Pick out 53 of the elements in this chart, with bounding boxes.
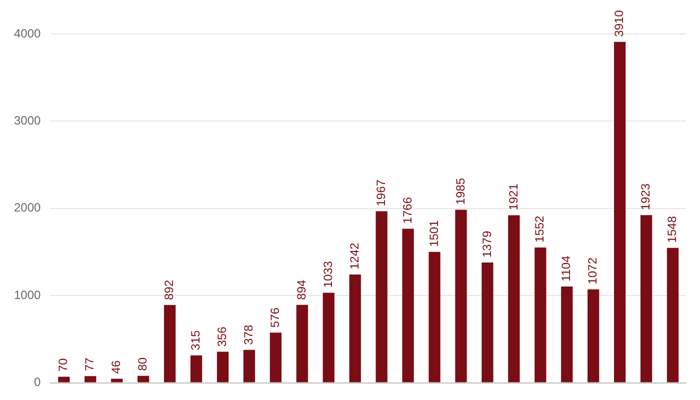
data-label: 576 [268,307,282,328]
bar [84,376,96,382]
bar [482,262,494,382]
bar [216,352,229,382]
data-label: 1923 [638,183,653,210]
bar [164,305,176,382]
bar [296,304,308,382]
y-tick-label: 1000 [14,288,42,302]
bar [402,228,414,382]
data-label: 1104 [559,255,574,282]
data-label: 70 [56,358,70,372]
y-tick-label: 2000 [14,200,42,215]
data-label: 77 [82,357,97,372]
bar [428,252,440,382]
bar [138,376,150,382]
bar [270,332,282,382]
data-label: 1501 [426,220,441,247]
bar [349,274,361,382]
data-label: 1548 [665,216,680,243]
data-label: 3910 [612,10,626,37]
bar [376,211,388,382]
bar [455,210,467,382]
bar [243,350,256,382]
bar [561,286,573,382]
data-label: 892 [162,280,176,300]
data-label: 1921 [506,183,520,210]
data-label: 1033 [320,260,335,288]
data-label: 1242 [347,242,362,270]
data-label: 315 [188,330,203,350]
data-label: 1552 [532,215,547,242]
data-label: 46 [109,360,124,374]
data-label: 1072 [586,257,600,284]
bar [322,292,334,382]
y-tick-label: 4000 [14,26,42,40]
data-label: 1985 [453,178,468,205]
data-label: 356 [215,326,230,347]
bar [640,215,652,382]
data-label: 378 [242,324,256,345]
bar [190,355,202,382]
data-label: 80 [136,357,150,371]
data-label: 1379 [480,230,494,258]
bar [111,378,123,382]
bar [508,215,520,382]
bar [534,247,546,382]
y-tick-label: 0 [34,375,42,390]
data-label: 1967 [374,179,388,206]
bar [666,248,679,382]
bar [588,289,600,382]
data-label: 894 [294,279,308,300]
bar [614,42,626,382]
data-label: 1766 [400,196,414,224]
y-tick-label: 3000 [14,114,42,128]
bar [58,376,70,382]
